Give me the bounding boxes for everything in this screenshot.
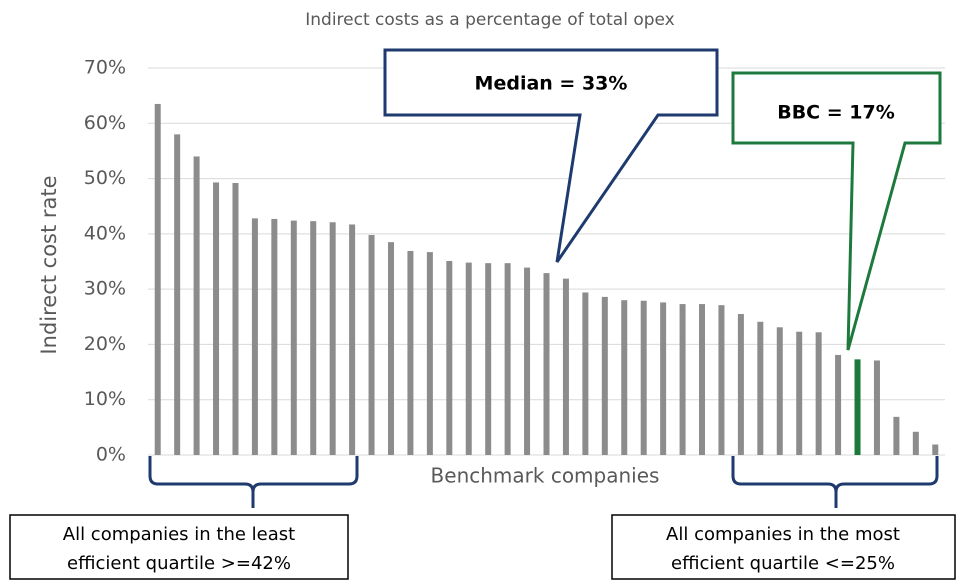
y-tick-label: 40% xyxy=(84,222,126,244)
median-callout xyxy=(383,48,719,263)
y-tick-label: 60% xyxy=(84,112,126,134)
left-note-box xyxy=(9,514,349,580)
right-note-box xyxy=(611,514,956,580)
bar xyxy=(601,296,608,455)
bar xyxy=(329,222,336,455)
bar xyxy=(387,242,394,455)
bar xyxy=(213,182,220,456)
bar xyxy=(796,331,803,455)
y-axis-label: Indirect cost rate xyxy=(37,175,61,354)
bar xyxy=(426,252,433,455)
bar xyxy=(640,300,647,455)
left-bracket xyxy=(148,456,359,508)
bar xyxy=(524,267,531,455)
bar xyxy=(174,134,181,456)
right-bracket xyxy=(731,456,939,508)
y-tick-label: 50% xyxy=(84,167,126,189)
bar xyxy=(465,262,472,455)
bar xyxy=(485,263,492,455)
y-tick-label: 20% xyxy=(84,333,126,355)
left-note: efficient quartile >=42% xyxy=(67,553,291,574)
chart-title: Indirect costs as a percentage of total … xyxy=(305,10,674,30)
right-note: efficient quartile <=25% xyxy=(671,553,895,574)
left-note: All companies in the least xyxy=(63,524,295,545)
bar xyxy=(776,327,783,455)
bar xyxy=(271,218,278,455)
bar xyxy=(543,273,550,455)
right-note: All companies in the most xyxy=(666,524,900,545)
bar xyxy=(582,292,589,455)
bar xyxy=(290,220,297,455)
bar xyxy=(932,444,939,455)
bar xyxy=(154,103,161,455)
bar xyxy=(737,314,744,455)
bar xyxy=(815,332,822,455)
bar xyxy=(621,300,628,455)
x-axis-label: Benchmark companies xyxy=(431,464,660,488)
y-tick-label: 70% xyxy=(84,57,126,79)
median-label: Median = 33% xyxy=(475,73,628,95)
bar xyxy=(699,304,706,455)
bbc-callout xyxy=(731,71,942,351)
bar xyxy=(757,321,764,455)
bar xyxy=(660,302,667,455)
y-tick-label: 10% xyxy=(84,388,126,410)
bar xyxy=(193,156,200,455)
y-tick-label: 30% xyxy=(84,278,126,300)
bar xyxy=(407,250,414,455)
y-tick-label: 0% xyxy=(96,444,126,466)
bar xyxy=(893,416,900,455)
bar xyxy=(251,218,258,455)
bar xyxy=(368,234,375,455)
bar xyxy=(873,360,880,455)
bbc-label: BBC = 17% xyxy=(777,102,895,124)
bars xyxy=(154,103,939,456)
bar xyxy=(562,278,569,455)
bar xyxy=(835,354,842,455)
bar xyxy=(310,221,317,455)
bar xyxy=(912,431,919,455)
bar xyxy=(679,304,686,455)
bar xyxy=(446,260,453,455)
bar xyxy=(504,263,511,455)
bar xyxy=(349,224,356,455)
bar xyxy=(854,359,861,455)
bar xyxy=(232,182,239,455)
bar xyxy=(718,305,725,455)
